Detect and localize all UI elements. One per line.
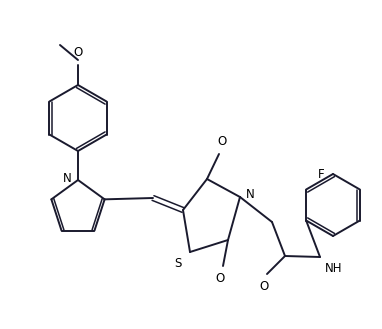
Text: O: O: [73, 46, 83, 59]
Text: N: N: [63, 172, 72, 186]
Text: F: F: [318, 167, 325, 181]
Text: O: O: [217, 135, 227, 148]
Text: N: N: [246, 188, 255, 200]
Text: NH: NH: [325, 262, 343, 275]
Text: O: O: [259, 280, 269, 293]
Text: O: O: [215, 272, 225, 285]
Text: S: S: [175, 257, 182, 270]
